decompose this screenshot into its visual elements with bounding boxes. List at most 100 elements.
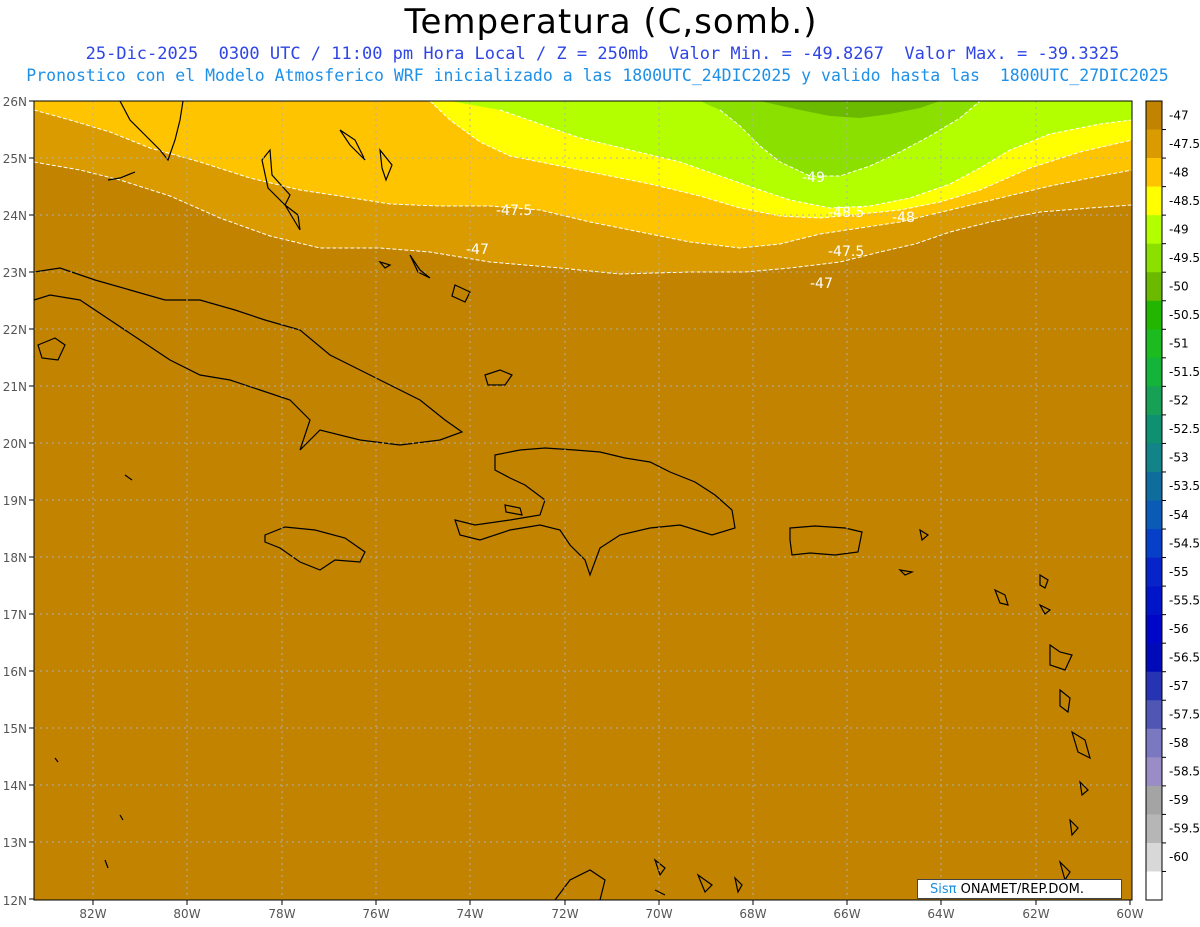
legend-label: -47.5 — [1169, 137, 1200, 151]
legend-label: -54.5 — [1169, 536, 1200, 550]
legend-swatch — [1146, 529, 1162, 558]
legend-label: -58 — [1169, 736, 1189, 750]
legend-swatch — [1146, 272, 1162, 302]
lat-tick-label: 26N — [3, 95, 27, 109]
legend-swatch — [1146, 414, 1162, 444]
legend-swatch — [1146, 443, 1162, 473]
legend-label: -59 — [1169, 793, 1189, 807]
lat-tick-label: 16N — [3, 665, 27, 679]
credit-text: ONAMET/REP.DOM. — [956, 882, 1084, 897]
legend-label: -51 — [1169, 337, 1189, 351]
legend-label: -56.5 — [1169, 650, 1200, 664]
lat-tick-label: 21N — [3, 380, 27, 394]
legend-swatch — [1146, 129, 1162, 159]
legend-label: -50 — [1169, 279, 1189, 293]
legend-swatch — [1146, 500, 1162, 530]
lat-tick-label: 24N — [3, 209, 27, 223]
lat-tick-label: 25N — [3, 152, 27, 166]
legend-label: -50.5 — [1169, 308, 1200, 322]
legend-swatch — [1146, 101, 1162, 130]
lat-tick-label: 15N — [3, 722, 27, 736]
lat-tick-label: 22N — [3, 323, 27, 337]
lon-tick-label: 80W — [173, 907, 200, 921]
legend-label: -57.5 — [1169, 708, 1200, 722]
legend-label: -59.5 — [1169, 822, 1200, 836]
legend-label: -53.5 — [1169, 479, 1200, 493]
legend-label: -49 — [1169, 222, 1189, 236]
contour-label: -47.5 — [496, 203, 532, 219]
legend-swatch — [1146, 643, 1162, 673]
subtitle-model-run: Pronostico con el Modelo Atmosferico WRF… — [26, 66, 1169, 85]
shaded-temperature-field: -47.5 -47 -49 -48.5 -48 -47.5 -47 — [34, 101, 1132, 900]
lon-tick-label: 76W — [362, 907, 389, 921]
coastlines — [34, 101, 1091, 900]
lat-tick-label: 13N — [3, 836, 27, 850]
sispi-logo: Sisπ — [930, 882, 957, 897]
legend-label: -52.5 — [1169, 422, 1200, 436]
legend-swatch — [1146, 785, 1162, 815]
legend-label: -57 — [1169, 679, 1189, 693]
legend-swatch — [1146, 557, 1162, 587]
lat-tick-label: 12N — [3, 894, 27, 908]
legend-swatch — [1146, 700, 1162, 730]
legend-swatch — [1146, 871, 1162, 901]
contour-label: -47 — [466, 242, 489, 258]
legend-swatch — [1146, 300, 1162, 330]
credit-box: Sisπ ONAMET/REP.DOM. — [917, 879, 1122, 899]
map-title: Temperatura (C,somb.) — [404, 2, 818, 42]
legend-swatch — [1146, 471, 1162, 501]
legend-label: -56 — [1169, 622, 1189, 636]
lon-tick-label: 64W — [927, 907, 954, 921]
contour-label: -47.5 — [828, 244, 864, 260]
lon-tick-label: 60W — [1116, 907, 1143, 921]
legend-label: -48 — [1169, 165, 1189, 179]
lon-tick-label: 66W — [833, 907, 860, 921]
legend-swatch — [1146, 243, 1162, 273]
legend-swatch — [1146, 158, 1162, 187]
legend-swatch — [1146, 757, 1162, 787]
lon-tick-label: 74W — [456, 907, 483, 921]
graticule — [34, 101, 1132, 900]
lat-tick-label: 14N — [3, 779, 27, 793]
legend-label: -58.5 — [1169, 765, 1200, 779]
legend-label: -51.5 — [1169, 365, 1200, 379]
lat-tick-label: 18N — [3, 551, 27, 565]
legend-label: -54 — [1169, 508, 1189, 522]
lat-tick-label: 19N — [3, 494, 27, 508]
lon-tick-label: 82W — [79, 907, 106, 921]
legend-swatch — [1146, 614, 1162, 644]
subtitle-valid-time: 25-Dic-2025 0300 UTC / 11:00 pm Hora Loc… — [85, 44, 1120, 64]
contour-label: -49 — [802, 170, 825, 186]
lon-tick-label: 78W — [268, 907, 295, 921]
legend-swatch — [1146, 357, 1162, 387]
legend-swatch — [1146, 728, 1162, 758]
lat-tick-label: 17N — [3, 608, 27, 622]
legend-swatch — [1146, 386, 1162, 416]
legend-label: -48.5 — [1169, 194, 1200, 208]
contour-label: -47 — [810, 276, 833, 292]
legend-swatch — [1146, 586, 1162, 615]
legend-swatch — [1146, 215, 1162, 244]
lon-tick-label: 70W — [645, 907, 672, 921]
legend-label: -55.5 — [1169, 593, 1200, 607]
contour-label: -48 — [892, 210, 915, 226]
legend-label: -49.5 — [1169, 251, 1200, 265]
lon-tick-label: 62W — [1022, 907, 1049, 921]
legend-swatch — [1146, 186, 1162, 216]
legend-label: -53 — [1169, 451, 1189, 465]
legend-label: -60 — [1169, 850, 1189, 864]
legend-label: -55 — [1169, 565, 1189, 579]
legend-swatch — [1146, 329, 1162, 359]
legend-swatch — [1146, 842, 1162, 872]
legend-swatch — [1146, 814, 1162, 844]
legend-label: -47 — [1169, 108, 1189, 122]
contour-label: -48.5 — [828, 205, 864, 221]
lon-tick-label: 72W — [551, 907, 578, 921]
lat-tick-label: 23N — [3, 266, 27, 280]
legend-label: -52 — [1169, 394, 1189, 408]
lat-tick-label: 20N — [3, 437, 27, 451]
color-legend: -47 -47.5 -48 -48.5 -49 -49.5 -50 -50.5 -51 -51.5… — [1145, 100, 1200, 901]
legend-swatch — [1146, 671, 1162, 701]
lon-tick-label: 68W — [739, 907, 766, 921]
